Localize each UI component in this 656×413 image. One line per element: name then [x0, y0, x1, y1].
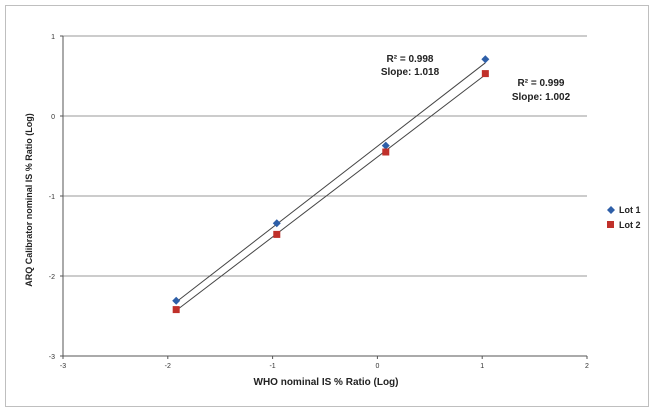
gridlines [63, 35, 587, 357]
scatter-chart: 1 0 -1 -2 -3 -3 -2 -1 0 1 2 R² = 0.998 Slope: 1.01… [24, 34, 641, 388]
trendlines [175, 62, 486, 311]
legend-label-lot2: Lot 2 [619, 220, 641, 230]
lot2-slope-label: Slope: 1.002 [512, 92, 571, 103]
axes [60, 35, 588, 359]
y-tick-label: 0 [51, 114, 55, 121]
legend-item-lot2: Lot 2 [607, 220, 641, 230]
x-tick-label: 2 [585, 363, 589, 370]
x-tick-label: 0 [375, 363, 379, 370]
data-point-lot2 [382, 148, 390, 156]
trendline-lot1 [175, 62, 486, 303]
data-point-lot2 [481, 70, 489, 78]
lot2-r2-label: R² = 0.999 [518, 78, 565, 89]
legend-marker-lot1 [607, 206, 615, 214]
trendline-annotations: R² = 0.998 Slope: 1.018 R² = 0.999 Slope… [381, 54, 571, 103]
data-point-lot1 [272, 219, 281, 228]
y-axis-label: ARQ Calibrator nominal IS % Ratio (Log) [24, 113, 34, 287]
x-tick-label: -1 [269, 363, 275, 370]
data-points [172, 55, 490, 314]
x-tick-label: -2 [165, 363, 171, 370]
x-axis-label: WHO nominal IS % Ratio (Log) [254, 377, 399, 388]
lot1-slope-label: Slope: 1.018 [381, 67, 440, 78]
chart-frame: 1 0 -1 -2 -3 -3 -2 -1 0 1 2 R² = 0.998 Slope: 1.01… [5, 5, 649, 407]
x-tick-label: -3 [60, 363, 66, 370]
legend-item-lot1: Lot 1 [607, 205, 641, 215]
trendline-lot2 [175, 74, 486, 311]
data-point-lot2 [273, 230, 281, 238]
legend-label-lot1: Lot 1 [619, 205, 641, 215]
y-tick-label: -1 [49, 194, 55, 201]
legend: Lot 1 Lot 2 [607, 205, 641, 230]
tick-labels: 1 0 -1 -2 -3 -3 -2 -1 0 1 2 [49, 34, 589, 370]
legend-marker-lot2 [607, 221, 614, 228]
data-point-lot1 [381, 141, 390, 150]
data-point-lot1 [481, 55, 490, 64]
y-tick-label: -3 [49, 354, 55, 361]
y-tick-label: 1 [51, 34, 55, 41]
data-point-lot2 [172, 306, 180, 314]
data-point-lot1 [172, 296, 181, 305]
y-tick-label: -2 [49, 274, 55, 281]
x-tick-label: 1 [480, 363, 484, 370]
lot1-r2-label: R² = 0.998 [387, 54, 434, 65]
